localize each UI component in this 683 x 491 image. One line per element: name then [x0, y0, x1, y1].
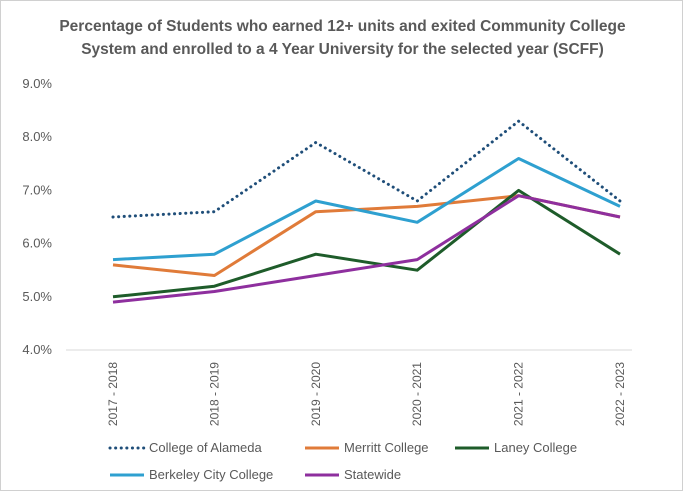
legend-item-college-of-alameda: College of Alameda — [108, 440, 263, 455]
legend-label: Merritt College — [344, 440, 429, 455]
series-line-college-of-alameda — [111, 119, 622, 219]
y-tick-label: 9.0% — [22, 76, 52, 91]
x-tick-label: 2018 - 2019 — [207, 362, 221, 426]
legend-item-statewide: Statewide — [305, 467, 401, 482]
legend-label: Berkeley City College — [149, 467, 273, 482]
chart-title: Percentage of Students who earned 12+ un… — [41, 15, 644, 61]
legend-item-laney-college: Laney College — [455, 440, 577, 455]
chart-title-line-1: Percentage of Students who earned 12+ un… — [59, 18, 626, 35]
chart-title-line-2: System and enrolled to a 4 Year Universi… — [81, 41, 604, 58]
legend-label: Statewide — [344, 467, 401, 482]
x-tick-label: 2022 - 2023 — [613, 362, 627, 426]
y-tick-label: 4.0% — [22, 342, 52, 357]
series-line-statewide — [112, 194, 621, 304]
legend-label: Laney College — [494, 440, 577, 455]
legend-item-merritt-college: Merritt College — [305, 440, 429, 455]
x-tick-label: 2020 - 2021 — [410, 362, 424, 426]
legend-label: College of Alameda — [149, 440, 263, 455]
y-tick-label: 5.0% — [22, 289, 52, 304]
legend-item-berkeley-city-college: Berkeley City College — [110, 467, 273, 482]
y-tick-label: 7.0% — [22, 182, 52, 197]
x-tick-label: 2021 - 2022 — [512, 362, 526, 426]
series-line-laney-college — [112, 188, 621, 299]
y-tick-label: 8.0% — [22, 129, 52, 144]
x-tick-label: 2017 - 2018 — [106, 362, 120, 426]
x-tick-label: 2019 - 2020 — [309, 362, 323, 426]
y-tick-label: 6.0% — [22, 236, 52, 251]
series-line-berkeley-city-college — [112, 157, 621, 262]
